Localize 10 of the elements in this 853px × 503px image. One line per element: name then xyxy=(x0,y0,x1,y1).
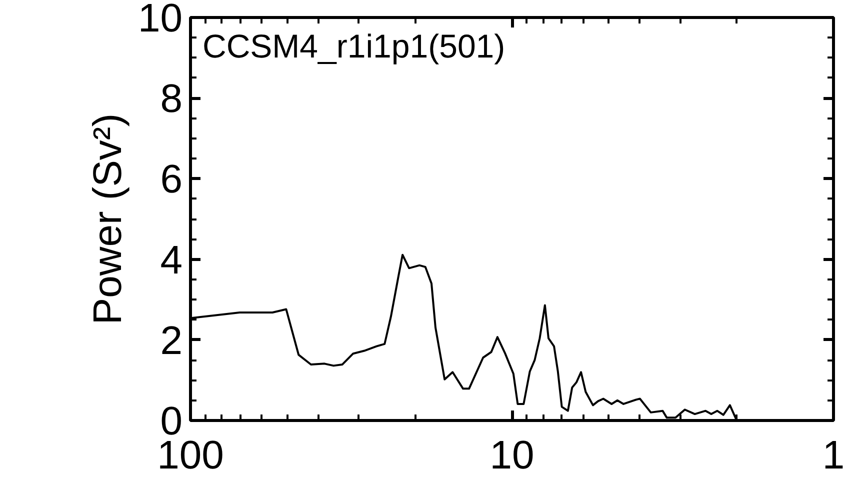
x-tick-label: 1 xyxy=(822,434,845,478)
x-tick-label: 100 xyxy=(157,434,224,478)
y-tick-label: 6 xyxy=(160,158,183,202)
y-axis-title: Power (Sv²) xyxy=(86,113,130,325)
y-tick-label: 2 xyxy=(160,318,183,363)
y-tick-label: 4 xyxy=(160,238,183,282)
y-tick-label: 10 xyxy=(138,0,183,40)
y-tick-label: 8 xyxy=(160,77,183,122)
x-tick-label: 10 xyxy=(490,434,534,478)
chart-title: CCSM4_r1i1p1(501) xyxy=(202,28,506,64)
